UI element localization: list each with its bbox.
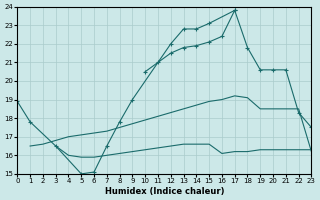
X-axis label: Humidex (Indice chaleur): Humidex (Indice chaleur) xyxy=(105,187,224,196)
